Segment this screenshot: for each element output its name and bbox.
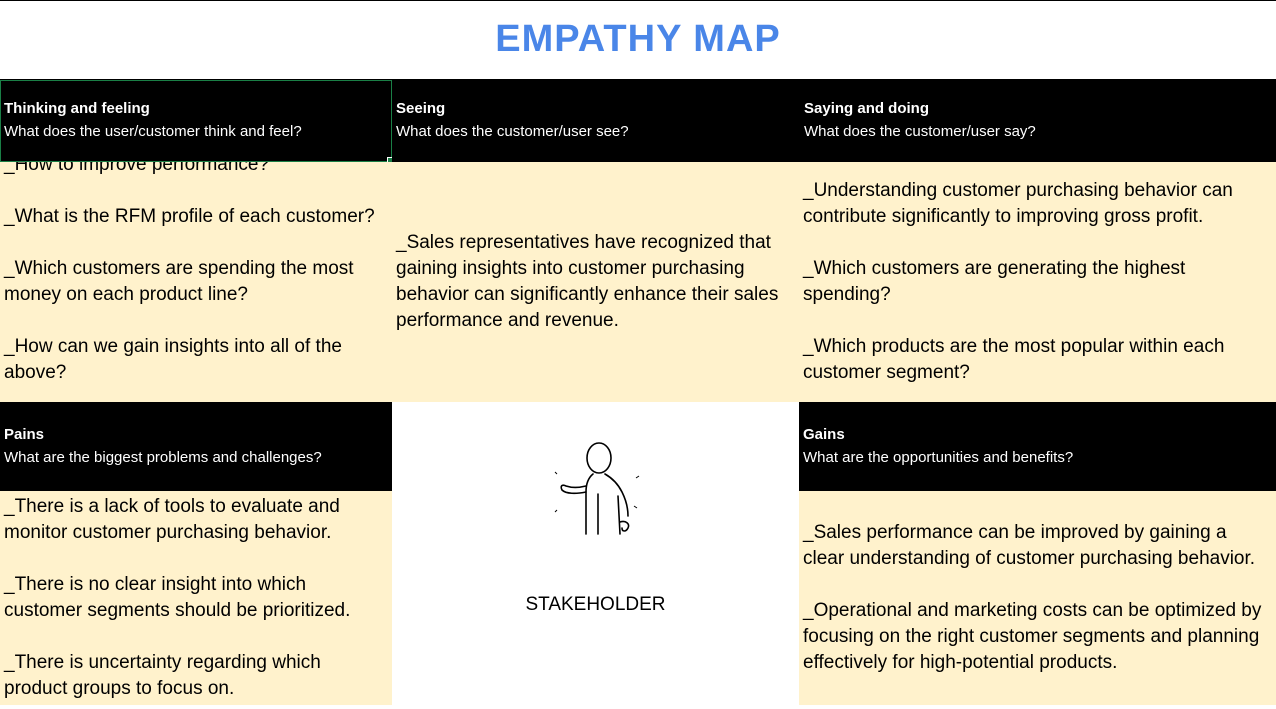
thinking-item: _How to improve performance? bbox=[4, 162, 270, 175]
pains-subtitle: What are the biggest problems and challe… bbox=[4, 449, 322, 466]
seeing-subtitle: What does the customer/user see? bbox=[396, 123, 629, 140]
thinking-item: _Which customers are spending the most m… bbox=[4, 258, 354, 305]
thinking-subtitle: What does the user/customer think and fe… bbox=[4, 123, 302, 140]
pains-item: _There is no clear insight into which cu… bbox=[4, 574, 351, 621]
cell-pains-header[interactable]: Pains What are the biggest problems and … bbox=[0, 402, 392, 491]
stakeholder-label: STAKEHOLDER bbox=[525, 594, 666, 615]
cell-seeing-body[interactable]: _Sales representatives have recognized t… bbox=[392, 162, 799, 402]
cell-thinking-header[interactable]: Thinking and feeling What does the user/… bbox=[0, 79, 392, 162]
cell-pains-body[interactable]: _There is a lack of tools to evaluate an… bbox=[0, 491, 392, 705]
gains-item: _Sales performance can be improved by ga… bbox=[803, 522, 1256, 569]
gains-item: _Operational and marketing costs can be … bbox=[803, 600, 1262, 673]
seeing-item: _Sales representatives have recognized t… bbox=[396, 232, 779, 331]
thinking-title: Thinking and feeling bbox=[4, 100, 150, 117]
thinking-item: _What is the RFM profile of each custome… bbox=[4, 206, 375, 227]
saying-item: _Which customers are generating the high… bbox=[803, 258, 1186, 305]
gains-title: Gains bbox=[803, 426, 845, 443]
pains-item: _There is uncertainty regarding which pr… bbox=[4, 652, 321, 699]
page-title: EMPATHY MAP bbox=[495, 18, 781, 60]
cell-thinking-body[interactable]: _How to improve performance? _What is th… bbox=[0, 162, 392, 402]
cell-seeing-header[interactable]: Seeing What does the customer/user see? bbox=[392, 79, 799, 162]
saying-subtitle: What does the customer/user say? bbox=[804, 123, 1036, 140]
cell-saying-header[interactable]: Saying and doing What does the customer/… bbox=[799, 79, 1276, 162]
pains-item: _There is a lack of tools to evaluate an… bbox=[4, 496, 340, 543]
thinking-item: _How can we gain insights into all of th… bbox=[4, 336, 342, 383]
seeing-title: Seeing bbox=[396, 100, 446, 117]
stick-figure-icon bbox=[554, 442, 640, 535]
saying-item: _Understanding customer purchasing behav… bbox=[803, 180, 1233, 227]
gains-subtitle: What are the opportunities and benefits? bbox=[803, 449, 1074, 466]
cell-gains-header[interactable]: Gains What are the opportunities and ben… bbox=[799, 402, 1276, 491]
cell-saying-body[interactable]: _Understanding customer purchasing behav… bbox=[799, 162, 1276, 402]
saying-title: Saying and doing bbox=[804, 100, 930, 117]
cell-gains-body[interactable]: _Sales performance can be improved by ga… bbox=[799, 491, 1276, 705]
saying-item: _Which products are the most popular wit… bbox=[803, 336, 1225, 383]
top-rule bbox=[0, 0, 1276, 1]
pains-title: Pains bbox=[4, 426, 45, 443]
